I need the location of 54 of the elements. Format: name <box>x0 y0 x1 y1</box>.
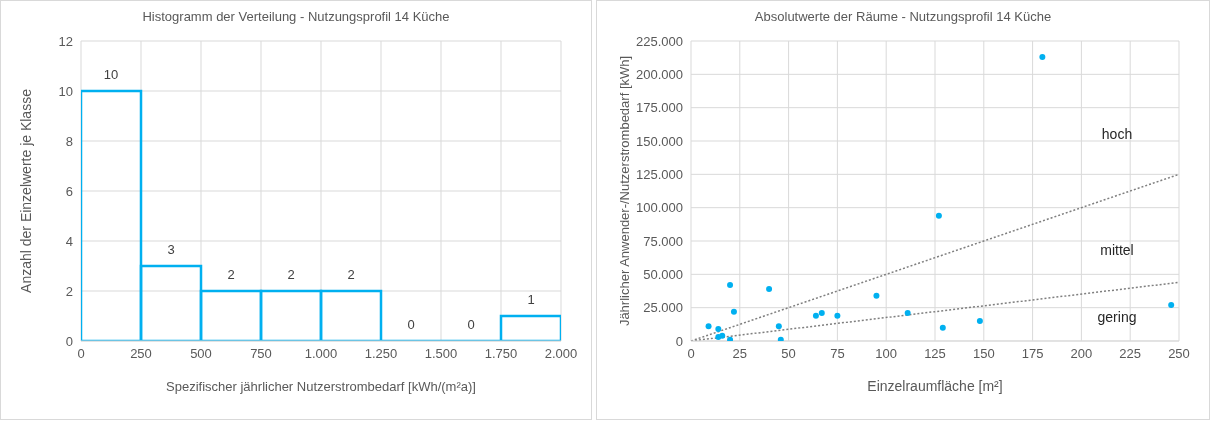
y-tick-label: 10 <box>58 83 73 99</box>
annotation: gering <box>1097 309 1137 325</box>
y-tick-label: 100.000 <box>636 200 683 216</box>
data-label: 10 <box>103 67 119 82</box>
chart-title: Histogramm der Verteilung - Nutzungsprofil 14 Küche <box>141 9 451 26</box>
y-tick-label: 225.000 <box>636 33 683 49</box>
x-tick-label: 200 <box>1070 346 1093 362</box>
y-tick-label: 8 <box>65 133 73 149</box>
y-tick-label: 200.000 <box>636 66 683 82</box>
x-tick-label: 0 <box>687 346 695 362</box>
x-tick-label: 100 <box>875 346 898 362</box>
x-tick-label: 125 <box>924 346 946 362</box>
x-tick-label: 1.750 <box>484 346 518 362</box>
y-tick-label: 0 <box>675 333 683 349</box>
data-label: 2 <box>227 267 235 282</box>
x-tick-label: 0 <box>77 346 85 362</box>
x-tick-label: 75 <box>830 346 845 362</box>
y-tick-label: 75.000 <box>643 233 683 249</box>
y-tick-label: 125.000 <box>636 166 683 182</box>
data-label: 2 <box>347 267 355 282</box>
annotation: hoch <box>1101 126 1133 142</box>
y-axis-title: Anzahl der Einzelwerte je Klasse <box>17 88 34 293</box>
y-tick-label: 6 <box>65 183 73 199</box>
data-label: 0 <box>467 317 475 332</box>
x-tick-label: 250 <box>130 346 152 362</box>
x-axis-title: Spezifischer jährlicher Nutzerstrombedarf [kWh/(m²a)] <box>166 379 476 394</box>
x-tick-label: 225 <box>1119 346 1142 362</box>
x-tick-label: 50 <box>781 346 796 362</box>
y-tick-label: 12 <box>58 33 73 49</box>
annotation: mittel <box>1100 242 1134 258</box>
y-tick-label: 4 <box>65 233 73 249</box>
y-tick-label: 150.000 <box>636 133 683 149</box>
x-tick-label: 25 <box>732 346 748 362</box>
y-tick-label: 25.000 <box>643 300 683 316</box>
y-axis-title: Jährlicher Anwender-/Nutzerstrombedarf [kWh] <box>616 55 632 327</box>
x-tick-label: 1.250 <box>364 346 398 362</box>
x-tick-label: 150 <box>972 346 995 362</box>
data-label: 0 <box>407 317 415 332</box>
x-tick-label: 1.500 <box>424 346 458 362</box>
chart-title: Absolutwerte der Räume - Nutzungsprofil 14 Küche <box>753 9 1053 26</box>
x-tick-label: 1.000 <box>304 346 338 362</box>
x-axis-title: Einzelraumfläche [m²] <box>867 378 1003 394</box>
x-tick-label: 2.000 <box>544 346 578 362</box>
data-label: 3 <box>167 242 175 257</box>
y-tick-label: 50.000 <box>643 266 683 282</box>
x-tick-label: 250 <box>1168 346 1190 362</box>
data-label: 2 <box>287 267 295 282</box>
y-tick-label: 0 <box>65 333 73 349</box>
x-tick-label: 750 <box>250 346 272 362</box>
x-tick-label: 500 <box>190 346 212 362</box>
y-tick-label: 2 <box>65 283 73 299</box>
y-tick-label: 175.000 <box>636 100 683 116</box>
data-label: 1 <box>527 292 535 307</box>
x-tick-label: 175 <box>1021 346 1044 362</box>
